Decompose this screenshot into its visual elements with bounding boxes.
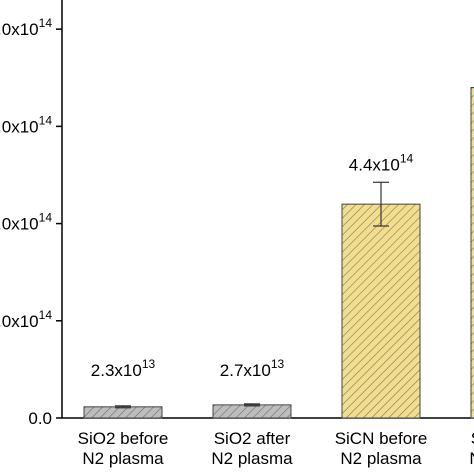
y-tick-label: 4.0x1014 [0,211,52,234]
x-tick-label: SiCN before [335,429,428,448]
x-tick-label: SiCN after [471,429,474,448]
error-bar [373,181,389,227]
data-label: 2.3x1013 [91,357,156,380]
y-tick-label: 8.0x1014 [0,16,52,39]
error-bar [244,403,260,407]
x-tick-label: SiO2 before [78,429,169,448]
data-label: 4.4x1014 [349,151,414,174]
x-tick-label: SiO2 after [214,429,291,448]
x-tick-label: N2 plasma [82,449,164,468]
y-tick-label: 0.0 [28,409,52,428]
data-label: 2.7x1013 [220,357,285,380]
y-tick-label: 6.0x1014 [0,114,52,137]
bar-hatch [342,204,420,418]
bar-hatch [213,404,291,418]
error-bar [115,405,131,409]
y-tick-label: 2.0x1014 [0,308,52,331]
bar-hatch [471,87,474,418]
x-tick-label: N2 plasma [469,449,474,468]
x-tick-label: N2 plasma [340,449,422,468]
bar-hatch [84,406,162,418]
x-tick-label: N2 plasma [211,449,293,468]
